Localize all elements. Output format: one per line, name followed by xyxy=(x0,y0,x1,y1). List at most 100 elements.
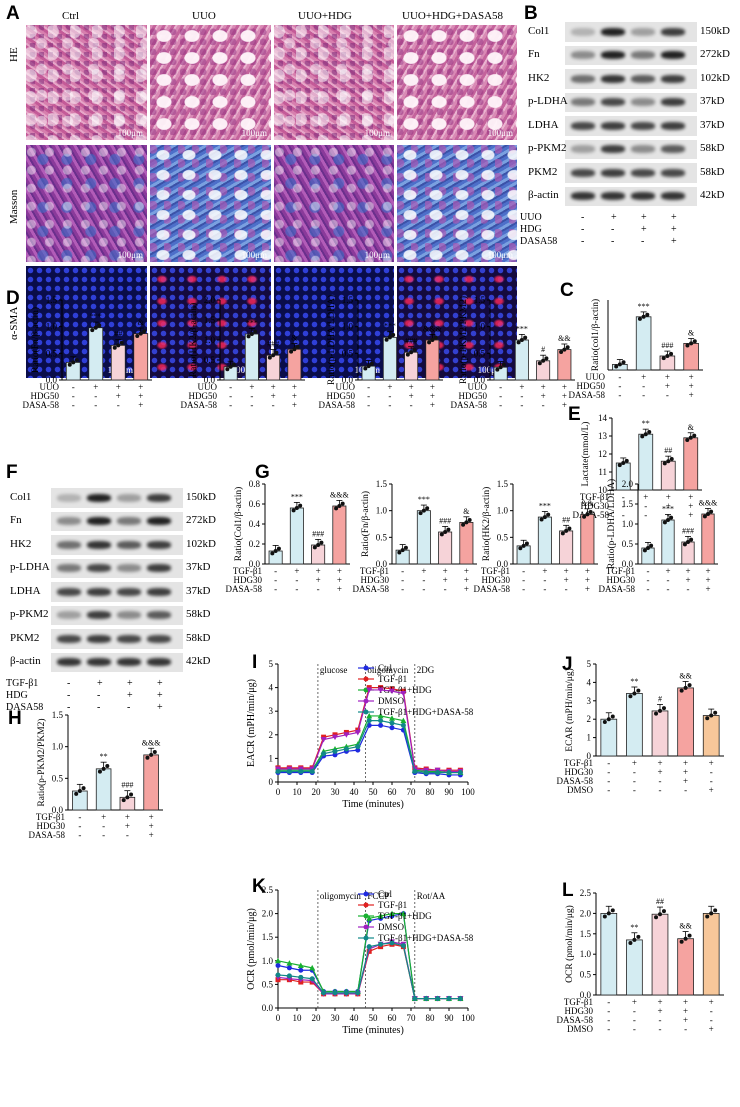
blot-label: LDHA xyxy=(10,584,41,597)
x-tick-label: 20 xyxy=(312,787,322,797)
condition-sign: - xyxy=(72,400,75,410)
blot-sign: - xyxy=(127,702,131,713)
y-axis-label: Ratio(HK2/β-actin) xyxy=(481,487,492,561)
blot-label: HK2 xyxy=(10,537,32,550)
condition-sign: + xyxy=(421,566,426,576)
condition-sign: - xyxy=(633,1015,636,1025)
data-point xyxy=(687,683,692,688)
significance-label: ### xyxy=(312,529,324,538)
blot-row--actin xyxy=(51,652,183,672)
y-tick-label: 1.0 xyxy=(262,956,274,966)
blot-band xyxy=(57,564,81,573)
y-tick-label: 1.0 xyxy=(46,322,58,332)
bar xyxy=(133,333,149,381)
condition-sign: + xyxy=(430,400,435,410)
bar xyxy=(701,513,715,565)
data-point xyxy=(643,432,648,437)
bar xyxy=(557,349,572,381)
condition-sign: + xyxy=(464,575,469,585)
data-point xyxy=(97,769,102,774)
y-tick-label: 0 xyxy=(587,751,592,761)
condition-label: HDG50 xyxy=(31,391,60,401)
blot-band xyxy=(117,587,141,596)
condition-sign: - xyxy=(274,584,277,594)
condition-sign: - xyxy=(642,390,645,400)
condition-label: DASA-58 xyxy=(180,400,217,410)
data-point xyxy=(661,909,666,914)
data-point xyxy=(363,366,368,371)
bar xyxy=(677,938,694,996)
condition-label: HDG30 xyxy=(607,575,636,585)
data-point xyxy=(614,364,619,369)
x-tick-label: 0 xyxy=(276,787,281,797)
bar xyxy=(661,519,675,565)
condition-sign: - xyxy=(272,400,275,410)
data-point xyxy=(67,362,72,367)
condition-sign: + xyxy=(430,391,435,401)
significance-label: ## xyxy=(562,515,570,524)
bar xyxy=(559,530,574,565)
condition-sign: - xyxy=(274,575,277,585)
condition-sign: + xyxy=(683,758,688,768)
blot-sign: + xyxy=(641,212,647,223)
condition-label: HDG30 xyxy=(565,1006,594,1016)
condition-sign: - xyxy=(72,382,75,392)
y-tick-label: 2.0 xyxy=(262,909,274,919)
data-point xyxy=(231,362,236,367)
x-tick-label: 90 xyxy=(445,1013,455,1023)
data-point xyxy=(334,506,339,511)
condition-sign: + xyxy=(685,575,690,585)
blot-label: Col1 xyxy=(10,490,32,503)
condition-label: HDG50 xyxy=(189,391,218,401)
condition-sign: + xyxy=(685,566,690,576)
x-tick-label: 0 xyxy=(276,1013,281,1023)
condition-sign: - xyxy=(295,575,298,585)
blot-band xyxy=(57,634,81,643)
y-tick-label: 0.8 xyxy=(249,479,261,489)
blot-label: Fn xyxy=(10,514,22,527)
data-point xyxy=(430,338,435,342)
series-marker xyxy=(378,722,384,728)
condition-label: TGF-β1 xyxy=(606,566,635,576)
condition-sign: + xyxy=(294,566,299,576)
condition-sign: - xyxy=(647,575,650,585)
condition-sign: - xyxy=(410,400,413,410)
condition-sign: - xyxy=(295,584,298,594)
series-marker xyxy=(400,910,407,917)
bar xyxy=(438,531,453,565)
condition-sign: + xyxy=(464,566,469,576)
significance-label: ## xyxy=(664,446,672,455)
blot-band xyxy=(661,192,685,201)
blot-condition-label: DASA58 xyxy=(520,236,558,247)
blot-kd: 150kD xyxy=(700,24,730,37)
series-marker xyxy=(275,957,281,964)
y-tick-label: 12 xyxy=(598,449,607,459)
data-point xyxy=(628,940,633,945)
bar xyxy=(459,522,474,565)
y-tick-label: 0.5 xyxy=(622,539,634,549)
injection-label: Rot/AA xyxy=(417,891,446,901)
data-point xyxy=(661,356,666,361)
condition-sign: - xyxy=(607,997,610,1007)
data-point xyxy=(145,755,150,760)
x-tick-label: 60 xyxy=(388,1013,398,1023)
significance-label: &&& xyxy=(423,324,442,333)
blot-kd: 58kD xyxy=(186,608,211,621)
condition-sign: + xyxy=(689,381,694,391)
data-point xyxy=(138,331,143,336)
blot-row-pkm2 xyxy=(51,629,183,649)
x-tick-label: 30 xyxy=(331,787,341,797)
condition-label: HDG30 xyxy=(482,575,511,585)
data-point xyxy=(669,515,674,520)
condition-sign: + xyxy=(149,830,154,840)
data-point xyxy=(116,343,121,348)
condition-sign: + xyxy=(292,400,297,410)
series-marker xyxy=(321,751,327,757)
y-tick-label: 1.5 xyxy=(342,295,354,305)
panel-letter-k: K xyxy=(252,876,266,897)
chart-d3: 0.0 0.5 1.0 1.5 Ratio(p-LDHA/LDHA) *** ### &&& U… xyxy=(318,295,443,410)
condition-label: DASA-58 xyxy=(28,830,65,840)
series-marker xyxy=(275,768,281,774)
y-tick-label: 0.5 xyxy=(204,355,216,365)
